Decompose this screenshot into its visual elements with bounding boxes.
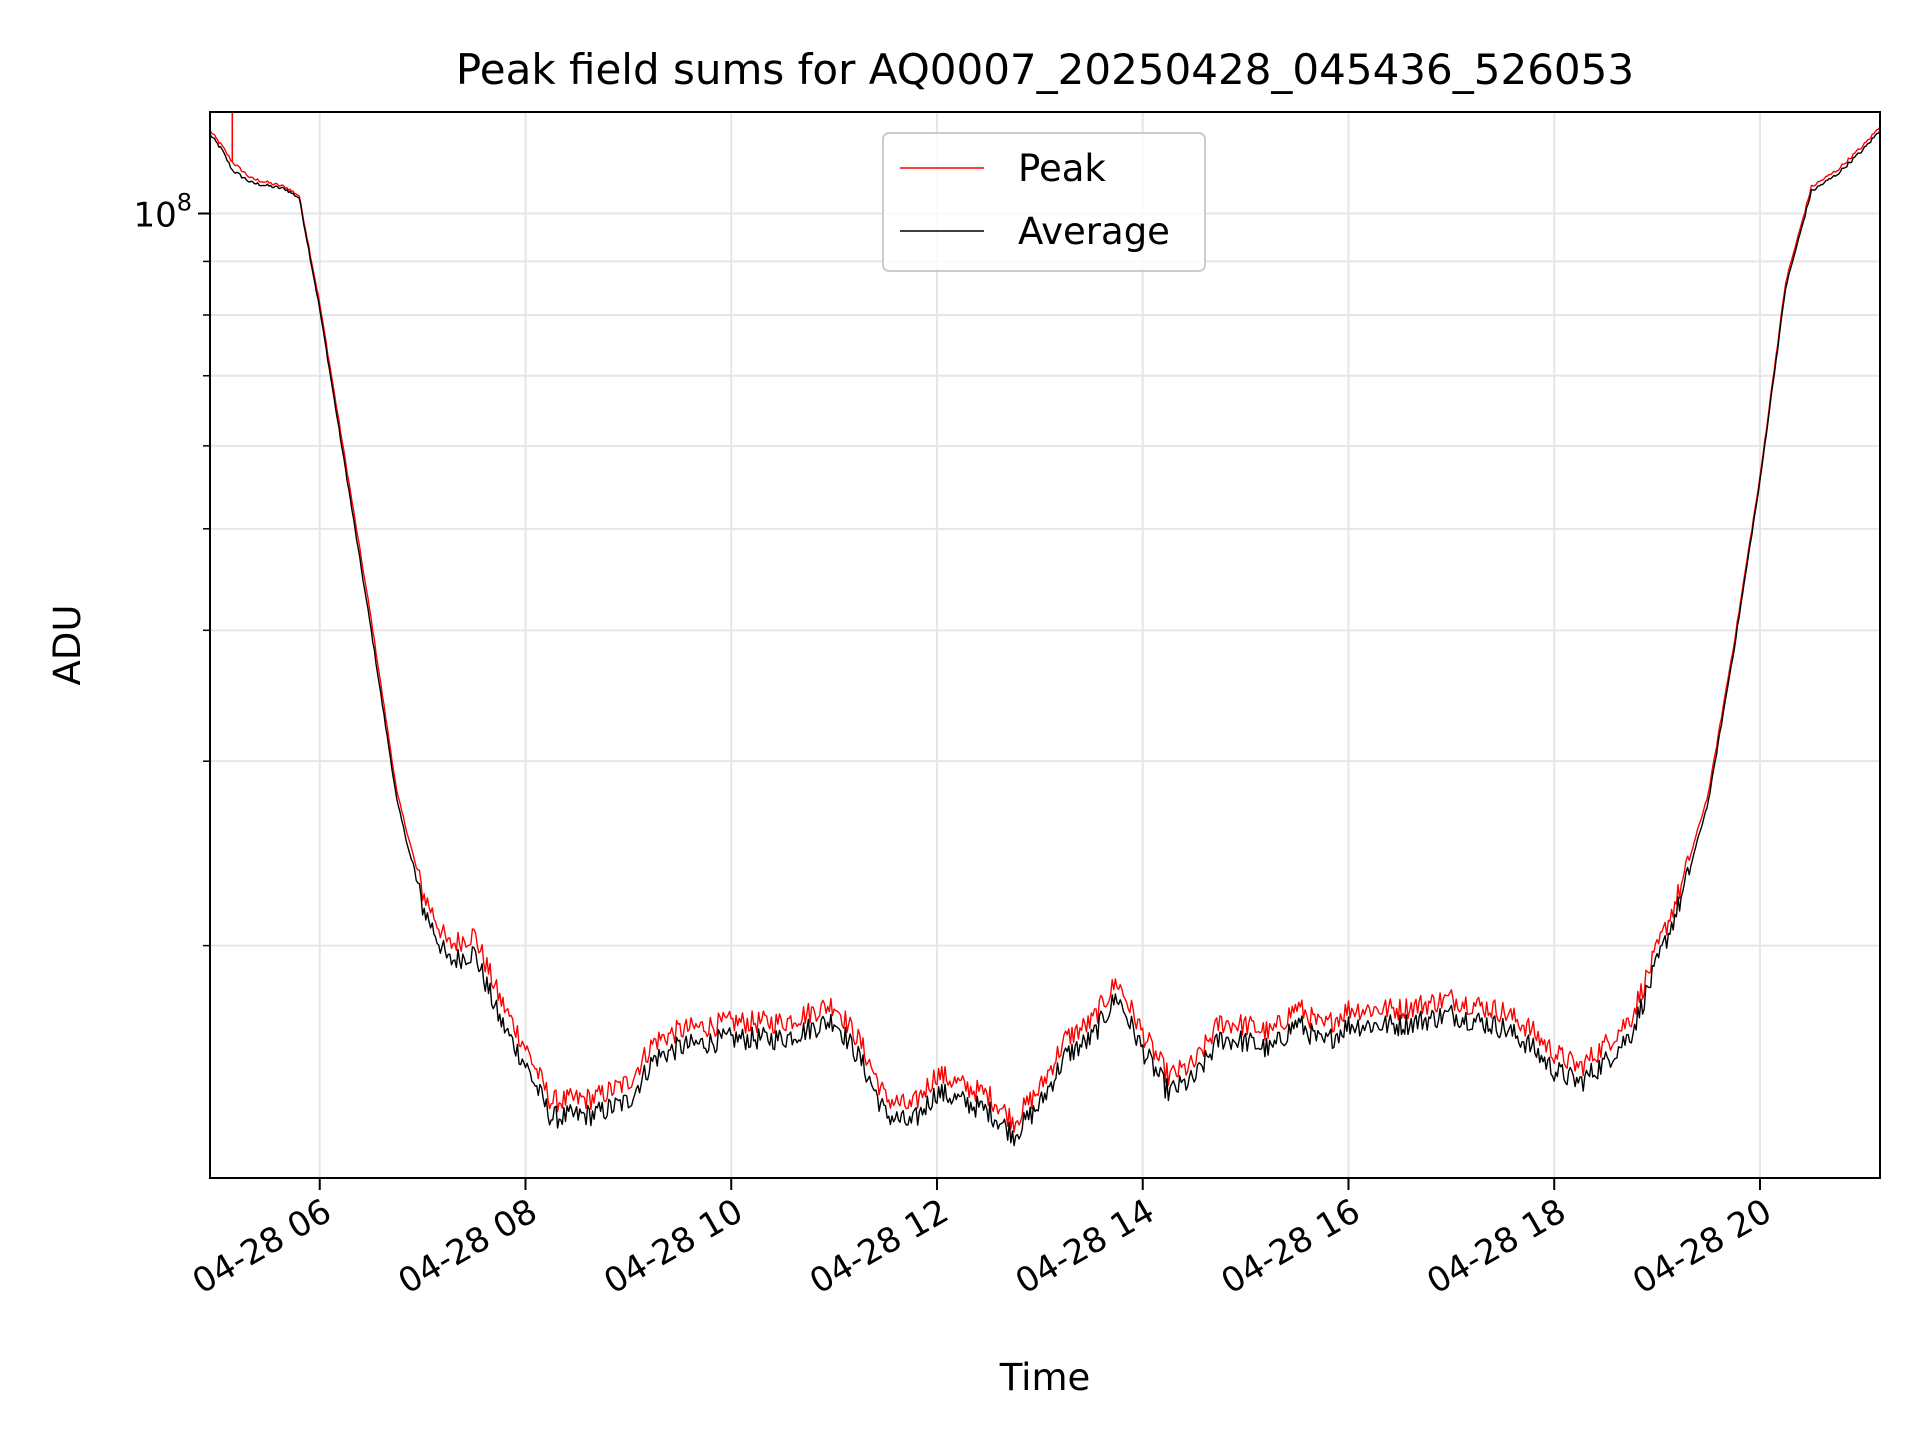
y-axis: 108: [133, 189, 210, 947]
y-tick-label-base: 10: [133, 196, 176, 236]
grid: [210, 112, 1880, 1178]
plot-frame: [209, 111, 1881, 1179]
series-line-average: [209, 130, 1881, 1147]
y-tick-label-exponent: 8: [177, 189, 192, 217]
x-axis-label: Time: [999, 1356, 1091, 1399]
y-axis-label: ADU: [46, 605, 89, 686]
series-line-peak: [209, 126, 1881, 1133]
y-tick-label: 108: [133, 189, 192, 236]
series-layer: [209, 112, 1881, 1147]
legend-label-peak: Peak: [1018, 147, 1106, 190]
legend-label-average: Average: [1018, 210, 1170, 253]
chart-title: Peak field sums for AQ0007_20250428_0454…: [456, 45, 1634, 94]
legend: Peak Average: [882, 132, 1206, 272]
